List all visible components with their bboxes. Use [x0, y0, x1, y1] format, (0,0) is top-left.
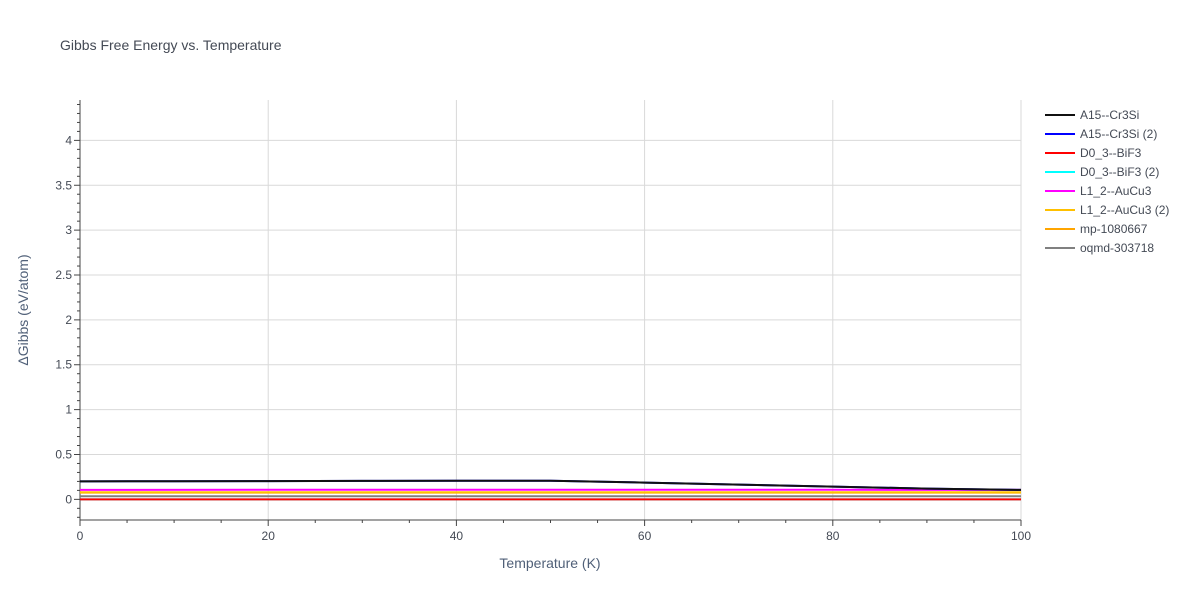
legend-label: D0_3--BiF3: [1080, 146, 1142, 160]
x-axis-title: Temperature (K): [499, 555, 600, 571]
chart-title: Gibbs Free Energy vs. Temperature: [60, 37, 282, 53]
y-tick-label: 1.5: [55, 358, 72, 372]
legend-label: D0_3--BiF3 (2): [1080, 165, 1159, 179]
legend-label: mp-1080667: [1080, 222, 1148, 236]
legend-item[interactable]: D0_3--BiF3 (2): [1045, 165, 1159, 179]
grid: [80, 100, 1022, 520]
legend-label: L1_2--AuCu3: [1080, 184, 1152, 198]
legend-item[interactable]: oqmd-303718: [1045, 241, 1154, 255]
y-axis-title: ΔGibbs (eV/atom): [15, 254, 31, 365]
y-tick-label: 1: [65, 403, 72, 417]
series-line: [79, 479, 1022, 491]
legend-item[interactable]: A15--Cr3Si (2): [1045, 127, 1157, 141]
x-tick-label: 100: [1011, 529, 1031, 543]
legend-item[interactable]: L1_2--AuCu3: [1045, 184, 1152, 198]
legend-label: L1_2--AuCu3 (2): [1080, 203, 1169, 217]
x-tick-label: 40: [450, 529, 464, 543]
y-tick-label: 3.5: [55, 178, 72, 192]
legend-item[interactable]: D0_3--BiF3: [1045, 146, 1142, 160]
legend-item[interactable]: L1_2--AuCu3 (2): [1045, 203, 1169, 217]
legend-label: oqmd-303718: [1080, 241, 1154, 255]
x-tick-label: 60: [638, 529, 652, 543]
x-tick-label: 80: [826, 529, 840, 543]
legend-label: A15--Cr3Si (2): [1080, 127, 1157, 141]
legend-item[interactable]: mp-1080667: [1045, 222, 1148, 236]
legend-label: A15--Cr3Si: [1080, 108, 1139, 122]
x-tick-label: 20: [262, 529, 276, 543]
y-tick-label: 0.5: [55, 447, 72, 461]
y-tick-label: 4: [65, 133, 72, 147]
y-tick-label: 0: [65, 492, 72, 506]
y-tick-label: 3: [65, 223, 72, 237]
axes: 0 20 40 60 80 100 0 0.5 1 1.5 2 2.5 3 3.5 4: [55, 100, 1031, 543]
y-tick-label: 2: [65, 313, 72, 327]
legend[interactable]: A15--Cr3Si A15--Cr3Si (2) D0_3--BiF3 D0_3--…: [1045, 108, 1169, 255]
y-tick-label: 2.5: [55, 268, 72, 282]
legend-item[interactable]: A15--Cr3Si: [1045, 108, 1139, 122]
x-tick-label: 0: [77, 529, 84, 543]
plot-area: [79, 479, 1022, 501]
